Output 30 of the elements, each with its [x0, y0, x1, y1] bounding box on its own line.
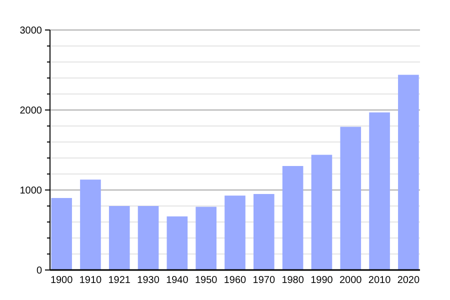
y-tick-label: 2000	[20, 106, 42, 116]
x-tick-label: 1950	[194, 275, 218, 286]
x-tick-label: 2020	[397, 275, 420, 286]
bar	[80, 180, 101, 270]
x-tick-label: 1940	[166, 275, 189, 286]
x-tick-label: 1970	[252, 275, 276, 286]
bar	[254, 194, 274, 270]
y-tick-label: 3000	[20, 26, 42, 36]
bar	[108, 206, 130, 270]
bar	[51, 198, 72, 270]
x-tick-label: 1990	[310, 275, 334, 286]
x-tick-label: 1960	[224, 275, 247, 286]
bar	[398, 74, 419, 270]
x-tick-label: 1910	[79, 275, 102, 286]
y-tick-label: 0	[36, 266, 42, 276]
x-tick-label: 2000	[340, 275, 362, 286]
bar	[138, 206, 159, 270]
bar	[196, 206, 216, 270]
x-tick-label: 1930	[137, 275, 160, 286]
bar	[166, 216, 188, 270]
x-tick-label: 1900	[50, 275, 74, 286]
bar	[282, 166, 304, 270]
y-tick-label: 1000	[20, 186, 42, 196]
bar	[311, 154, 332, 270]
bar	[340, 126, 362, 270]
x-tick-label: 1921	[108, 275, 131, 286]
x-tick-label: 1980	[282, 275, 304, 286]
bar	[224, 196, 246, 270]
bar	[369, 112, 390, 270]
x-tick-label: 2010	[368, 275, 392, 286]
